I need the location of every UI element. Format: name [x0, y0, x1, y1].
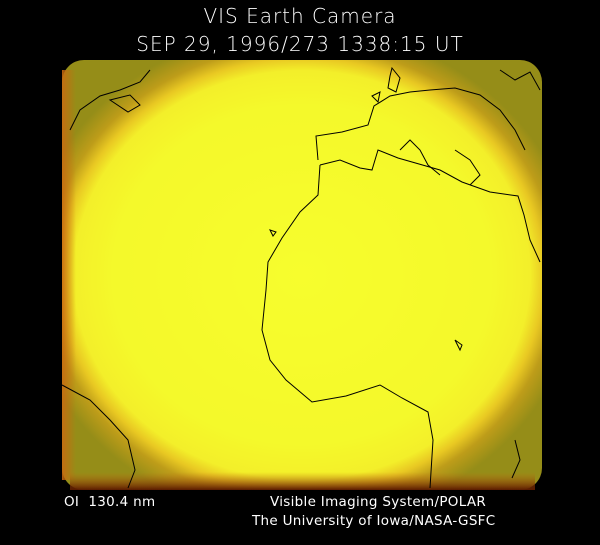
- title: VIS Earth Camera: [203, 4, 397, 28]
- edge-shade: [62, 70, 76, 480]
- disk-fill: [62, 60, 542, 490]
- credit: Visible Imaging System/POLAR: [270, 494, 487, 510]
- coastlines: [61, 66, 541, 489]
- edge-shade: [70, 472, 535, 490]
- timestamp: SEP 29, 1996/273 1338:15 UT: [136, 32, 464, 56]
- filter-label: OI 130.4 nm: [64, 494, 156, 510]
- credit: The University of Iowa/NASA-GSFC: [252, 513, 496, 529]
